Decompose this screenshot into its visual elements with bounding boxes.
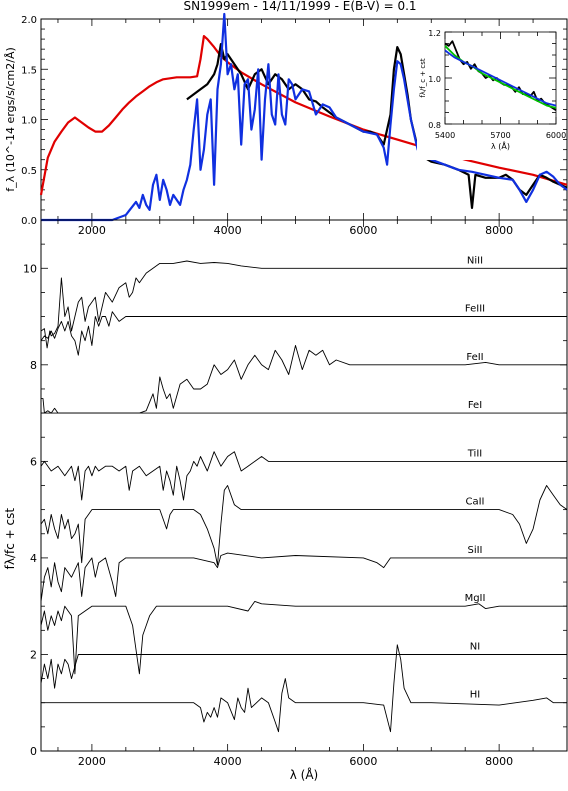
species-line-niii <box>40 260 567 349</box>
species-line-hi <box>41 644 567 733</box>
species-label-niii: NiII <box>467 255 483 266</box>
x-tick-label: 5700 <box>490 131 510 140</box>
x-tick-label: 8000 <box>485 224 513 237</box>
x-tick-label: 6000 <box>349 755 377 768</box>
species-line-feii <box>41 345 567 414</box>
species-label-hi: HI <box>470 690 480 701</box>
y-tick-label: 1.0 <box>428 75 441 84</box>
bottom-panel: 2000 4000 6000 8000 0 2 4 6 8 10 λ (Å) fλ/fc + cst N… <box>3 219 568 782</box>
species-line-mgii <box>40 600 567 675</box>
x-tick-label: 2000 <box>78 755 106 768</box>
bottom-panel-frame <box>40 219 568 752</box>
y-tick-label: 8 <box>30 359 37 372</box>
inset-y-axis-label: fλ/f_c + cst <box>419 58 427 98</box>
y-tick-label: 0.0 <box>21 216 37 227</box>
y-tick-label: 1.5 <box>21 65 37 76</box>
inset-series-line-2 <box>444 49 557 107</box>
y-tick-label: 0.8 <box>428 121 441 130</box>
y-tick-label: 2 <box>30 648 37 661</box>
x-axis-label: λ (Å) <box>290 767 319 782</box>
x-tick-label: 5400 <box>435 131 455 140</box>
species-line-siii <box>40 552 567 602</box>
y-tick-label: 6 <box>30 455 37 468</box>
x-tick-label: 6000 <box>349 224 377 237</box>
species-label-mgii: MgII <box>465 593 486 604</box>
species-label-siii: SiII <box>467 545 482 556</box>
species-label-fei: FeI <box>468 400 482 411</box>
species-line-ni <box>40 654 567 689</box>
species-line-tiii <box>40 451 567 501</box>
x-tick-label: 8000 <box>485 755 513 768</box>
top-y-axis-label: f_λ (10^-14 ergs/s/cm2/Å) <box>4 47 17 192</box>
species-label-feiii: FeIII <box>465 304 485 315</box>
species-label-tiii: TiII <box>467 448 482 459</box>
inset-background <box>417 28 562 160</box>
x-tick-label: 4000 <box>214 755 242 768</box>
bottom-y-axis-label: fλ/fc + cst <box>3 508 17 570</box>
species-label-caii: CaII <box>465 497 484 508</box>
species-label-feii: FeII <box>466 352 483 363</box>
inset-x-axis-label: λ (Å) <box>491 140 510 151</box>
x-tick-label: 6000 <box>546 131 566 140</box>
x-tick-label: 2000 <box>78 224 106 237</box>
y-tick-label: 1.2 <box>428 29 441 38</box>
species-line-caii <box>40 485 568 566</box>
inset-panel: 5400 5700 6000 0.8 1.0 1.2 λ (Å) fλ/f_c + cst <box>417 28 566 160</box>
y-tick-label: 0.5 <box>21 166 37 177</box>
y-tick-label: 0 <box>30 745 37 758</box>
y-tick-label: 2.0 <box>21 15 37 26</box>
species-line-feiii <box>40 311 567 356</box>
y-tick-label: 10 <box>23 262 37 275</box>
x-tick-label: 4000 <box>214 224 242 237</box>
chart-title: SN1999em - 14/11/1999 - E(B-V) = 0.1 <box>183 0 416 13</box>
y-tick-label: 4 <box>30 552 37 565</box>
y-tick-label: 1.0 <box>21 116 37 127</box>
species-label-ni: NI <box>470 641 480 652</box>
species-line-fei <box>41 398 567 414</box>
